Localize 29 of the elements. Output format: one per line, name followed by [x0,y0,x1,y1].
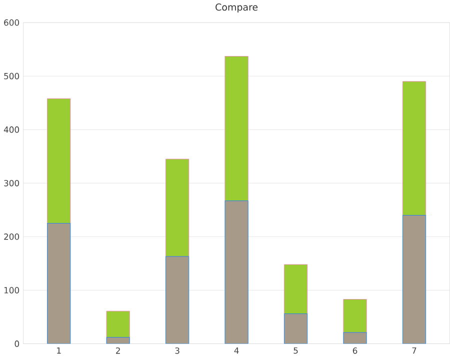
x-tick-label: 1 [57,347,61,354]
x-tick-label: 7 [412,347,416,354]
x-tick-label: 2 [116,347,120,354]
bar [402,81,426,216]
y-tick-label: 400 [4,126,20,133]
bar [402,214,426,344]
y-tick-label: 600 [4,19,20,26]
bar [166,158,190,257]
bar [343,298,367,333]
bar [166,256,190,344]
bar [284,264,308,314]
bar [47,98,71,224]
y-tick-label: 200 [4,233,20,240]
y-tick-label: 100 [4,286,20,294]
bar [224,200,248,344]
chart-title: Compare [216,3,258,12]
bar [224,56,248,201]
x-tick-label: 6 [352,347,358,354]
bar [106,337,130,344]
bar [343,332,367,344]
y-tick-label: 300 [4,180,20,186]
x-tick-label: 5 [294,347,298,354]
y-tick-label: 0 [14,340,20,347]
y-tick-label: 500 [4,72,20,80]
x-tick-label: 3 [175,347,180,354]
bar [47,222,71,344]
bar [284,313,308,344]
bar [106,310,130,338]
x-tick-label: 4 [234,347,239,354]
